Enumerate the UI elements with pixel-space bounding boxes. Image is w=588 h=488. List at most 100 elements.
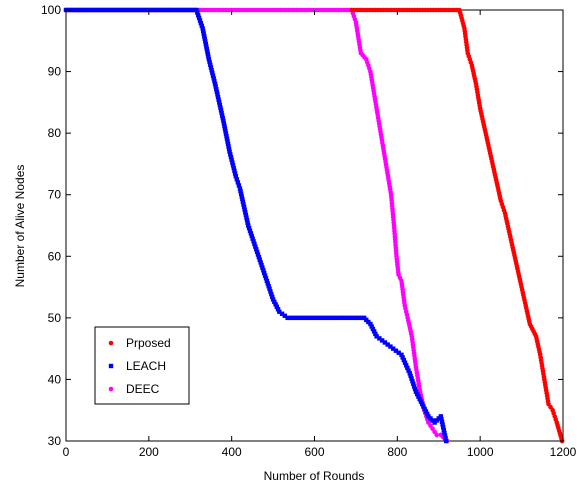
data-point: [228, 152, 233, 157]
data-point: [211, 76, 216, 81]
data-point: [200, 26, 205, 31]
data-point: [131, 7, 137, 13]
data-point: [205, 51, 211, 57]
data-point: [113, 7, 118, 13]
data-point: [345, 315, 350, 321]
data-point: [197, 18, 203, 23]
data-point: [442, 433, 448, 438]
legend-item-prposed: Prposed: [108, 336, 171, 350]
data-point: [320, 315, 325, 321]
data-point: [196, 13, 201, 18]
data-point: [189, 7, 194, 13]
series-leach: [63, 7, 449, 444]
data-point: [290, 315, 296, 321]
data-point: [230, 160, 235, 165]
legend-label: Prposed: [126, 336, 171, 350]
data-point: [221, 118, 226, 124]
data-point: [183, 7, 189, 13]
data-point: [439, 416, 444, 422]
data-point: [396, 350, 401, 355]
data-point: [170, 7, 176, 13]
data-point: [337, 315, 342, 321]
series-layer: [63, 7, 565, 444]
data-point: [230, 163, 236, 168]
data-point: [205, 49, 210, 54]
data-point: [418, 399, 424, 404]
data-point: [115, 7, 121, 13]
data-point: [440, 422, 445, 427]
data-point: [212, 81, 218, 87]
data-point: [413, 389, 419, 394]
data-point: [251, 239, 256, 244]
data-point: [203, 41, 208, 47]
data-point: [228, 154, 234, 160]
data-point: [254, 247, 259, 252]
data-point: [71, 7, 77, 13]
data-point: [421, 404, 426, 409]
data-point: [160, 7, 165, 13]
legend-label: DEEC: [126, 382, 160, 396]
data-point: [390, 346, 396, 351]
data-point: [239, 194, 244, 199]
y-tick-label: 60: [48, 249, 62, 263]
data-point: [434, 432, 439, 438]
axes-layer: 0 200 400 600 800 1000 1200 30 40 50 60 70 80 90 100: [41, 3, 577, 459]
data-point: [144, 7, 150, 13]
data-point: [89, 7, 95, 13]
data-point: [168, 7, 173, 13]
data-point: [406, 368, 411, 373]
data-point: [328, 315, 334, 321]
data-point: [218, 108, 224, 113]
data-point: [382, 340, 388, 345]
data-point: [265, 281, 270, 286]
data-point: [198, 20, 204, 26]
data-point: [246, 225, 252, 231]
data-point: [247, 228, 253, 233]
data-point: [241, 202, 246, 207]
data-point: [279, 311, 285, 316]
data-point: [142, 7, 147, 13]
x-tick-label: 200: [139, 445, 159, 459]
data-point: [82, 7, 87, 13]
data-point: [236, 183, 242, 188]
data-point: [196, 15, 202, 21]
data-point: [246, 223, 251, 228]
data-point: [304, 315, 309, 321]
data-point: [417, 396, 422, 402]
data-point: [444, 438, 449, 444]
data-point: [260, 265, 265, 270]
data-point: [203, 39, 208, 44]
data-point: [97, 7, 103, 13]
data-point: [202, 36, 207, 41]
data-point: [244, 218, 250, 223]
data-point: [348, 315, 353, 321]
data-point: [200, 28, 206, 34]
legend-item-leach: LEACH: [108, 359, 166, 373]
y-axis-title: Number of Alive Nodes: [13, 165, 27, 288]
y-tick-label: 30: [48, 434, 62, 448]
data-point: [178, 7, 184, 13]
data-point: [208, 65, 214, 70]
data-point: [217, 102, 223, 108]
data-point: [422, 406, 427, 412]
data-point: [438, 414, 444, 419]
data-point: [342, 315, 348, 321]
data-point: [232, 168, 237, 173]
data-point: [207, 59, 212, 65]
data-point: [204, 44, 209, 49]
data-point: [210, 70, 215, 76]
data-point: [243, 212, 249, 218]
data-point: [409, 376, 414, 381]
y-tick-label: 50: [48, 311, 62, 325]
data-point: [215, 94, 221, 100]
x-tick-label: 0: [63, 445, 70, 459]
data-point: [248, 231, 254, 236]
data-point: [222, 126, 228, 131]
data-point: [162, 7, 168, 13]
data-point: [369, 324, 374, 329]
data-point: [323, 315, 328, 321]
data-point: [87, 7, 92, 13]
data-point: [215, 92, 220, 97]
data-point: [301, 315, 306, 321]
data-point: [326, 315, 331, 321]
